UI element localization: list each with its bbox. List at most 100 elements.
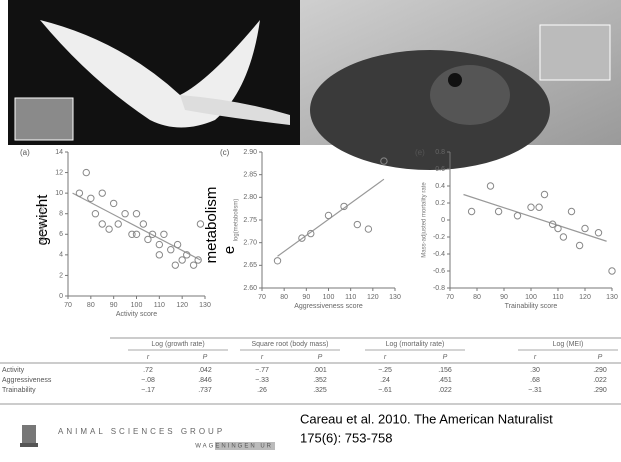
x-tick-label: 80	[280, 294, 288, 301]
y-tick-label: 0	[441, 217, 445, 224]
y-tick-label: 2.90	[243, 149, 257, 156]
x-axis-label: Activity score	[116, 311, 157, 318]
point	[325, 212, 331, 218]
y-tick-label: 2.70	[243, 240, 257, 247]
point	[161, 231, 167, 237]
x-tick-label: 120	[367, 294, 379, 301]
y-tick-label: 12	[55, 169, 63, 176]
x-tick-label: 110	[345, 294, 356, 301]
table-subheader: P	[443, 354, 448, 361]
y-axis-label: log(metabolism)	[234, 199, 240, 242]
table-cell: .156	[438, 367, 452, 374]
table-cell: .325	[313, 387, 327, 394]
x-axis-label: Aggressiveness score	[294, 303, 363, 310]
x-axis-label: Trainability score	[505, 303, 558, 310]
point	[354, 221, 360, 227]
point	[115, 221, 121, 227]
point	[88, 195, 94, 201]
point	[122, 211, 128, 217]
table-group-header: Log (mortality rate)	[386, 341, 445, 348]
point	[145, 236, 151, 242]
y-tick-label: 2.65	[243, 262, 257, 269]
y-axis-label: log(body mass)	[40, 203, 46, 244]
logo-name: ANIMAL SCIENCES GROUP	[58, 427, 225, 436]
x-tick-label: 100	[131, 302, 143, 309]
point	[560, 234, 566, 240]
table-subheader: r	[147, 354, 150, 361]
y-tick-label: 14	[55, 149, 63, 156]
table-cell: −.61	[378, 387, 392, 394]
point	[190, 262, 196, 268]
point	[468, 208, 474, 214]
point	[174, 241, 180, 247]
table-cell: −.77	[255, 367, 269, 374]
x-tick-label: 130	[606, 294, 618, 301]
table-cell: .30	[530, 367, 540, 374]
logo: ANIMAL SCIENCES GROUP WAGENINGEN UR	[20, 425, 275, 450]
point	[528, 204, 534, 210]
x-tick-label: 100	[525, 294, 537, 301]
logo-sub: WAGENINGEN UR	[195, 444, 273, 450]
point	[92, 211, 98, 217]
point	[495, 208, 501, 214]
y-tick-label: 2.80	[243, 194, 257, 201]
x-tick-label: 110	[552, 294, 563, 301]
x-tick-label: 110	[154, 302, 165, 309]
point	[156, 252, 162, 258]
x-tick-label: 80	[87, 302, 95, 309]
point	[179, 257, 185, 263]
point	[140, 221, 146, 227]
y-tick-label: 2	[59, 272, 63, 279]
y-tick-label: 0.4	[435, 183, 445, 190]
point	[156, 241, 162, 247]
y-tick-label: -0.4	[433, 251, 445, 258]
table-cell: .022	[593, 377, 607, 384]
x-tick-label: 100	[323, 294, 335, 301]
table-cell: .001	[313, 367, 327, 374]
x-tick-label: 90	[500, 294, 508, 301]
point	[133, 211, 139, 217]
point	[609, 268, 615, 274]
table-group-header: Square root (body mass)	[251, 341, 328, 348]
y-tick-label: 10	[55, 190, 63, 197]
point	[106, 226, 112, 232]
table-cell: −.31	[528, 387, 542, 394]
point	[168, 247, 174, 253]
annotation: e	[221, 246, 238, 254]
point	[514, 213, 520, 219]
table-cell: Activity	[2, 367, 25, 374]
y-tick-label: 0.2	[435, 200, 445, 207]
point	[76, 190, 82, 196]
table-subheader: r	[534, 354, 537, 361]
point	[568, 208, 574, 214]
table-cell: .846	[198, 377, 212, 384]
y-tick-label: 2.85	[243, 172, 257, 179]
x-tick-label: 70	[64, 302, 72, 309]
point	[536, 204, 542, 210]
table-cell: −.17	[141, 387, 155, 394]
table-group-header: Log (growth rate)	[151, 341, 204, 348]
table-cell: .451	[438, 377, 452, 384]
citation: 175(6): 753-758	[300, 430, 393, 445]
y-tick-label: 8	[59, 211, 63, 218]
x-tick-label: 90	[110, 302, 118, 309]
y-tick-label: 0.6	[435, 166, 445, 173]
point	[555, 225, 561, 231]
x-tick-label: 90	[302, 294, 310, 301]
table-cell: −.25	[378, 367, 392, 374]
y-axis-label: Mass-adjusted mortality rate	[422, 182, 428, 258]
table-subheader: P	[203, 354, 208, 361]
table: Log (growth rate) Square root (body mass)…	[0, 338, 621, 404]
y-tick-label: -0.8	[433, 285, 445, 292]
table-cell: .72	[143, 367, 153, 374]
point	[172, 262, 178, 268]
table-cell: .290	[593, 387, 607, 394]
point	[365, 226, 371, 232]
table-cell: −.08	[141, 377, 155, 384]
x-tick-label: 70	[258, 294, 266, 301]
y-tick-label: 4	[59, 252, 63, 259]
x-tick-label: 130	[389, 294, 401, 301]
x-tick-label: 130	[199, 302, 211, 309]
point	[541, 191, 547, 197]
y-tick-label: -0.2	[433, 234, 445, 241]
